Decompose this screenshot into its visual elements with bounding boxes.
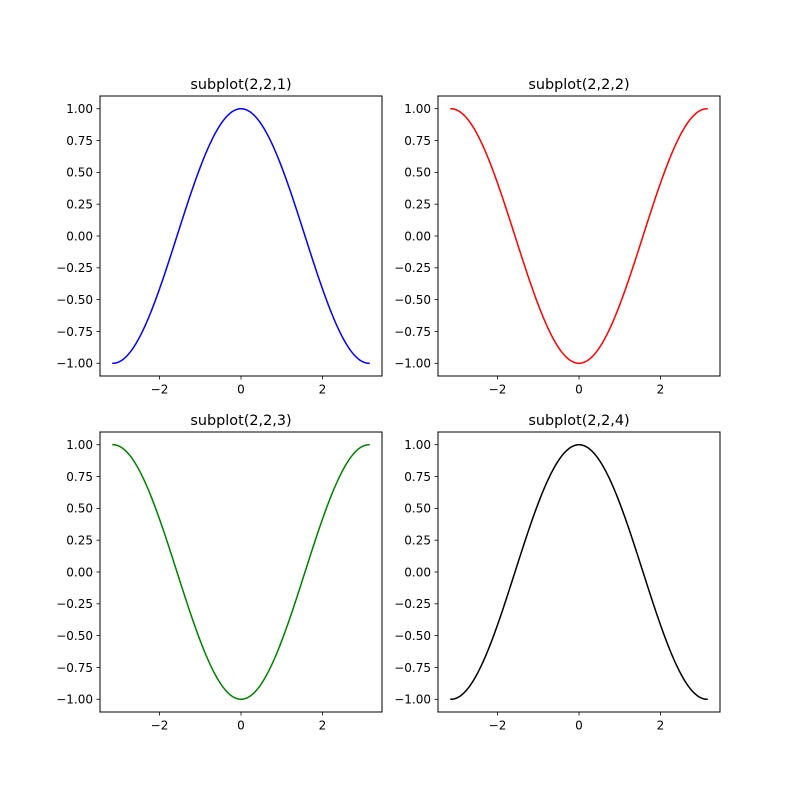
subplot-title: subplot(2,2,4) [528, 413, 629, 429]
y-tick-label: −0.25 [56, 261, 93, 275]
y-tick-label: −0.50 [394, 293, 431, 307]
y-tick-label: 0.50 [66, 166, 93, 180]
plot-area: −2 0 2 1.00 0.75 0.50 0.25 0.00 −0.25 −0.50 −0.75 −… [56, 95, 383, 397]
y-tick-label: 0.75 [404, 134, 431, 148]
plot-area: −2 0 2 1.00 0.75 0.50 0.25 0.00 −0.25 −0.50 −0.75 −… [394, 95, 721, 397]
y-tick-label: −0.50 [394, 629, 431, 643]
y-tick-label: 0.50 [404, 166, 431, 180]
y-tick-label: 0.50 [404, 502, 431, 516]
y-tick-label: 0.00 [66, 229, 93, 243]
x-tick-label: 0 [575, 383, 583, 397]
subplot-3: subplot(2,2,3) −2 0 21.000.750.500.250.00−… [56, 413, 383, 733]
subplot-title: subplot(2,2,1) [190, 77, 291, 93]
x-tick-label: 0 [237, 383, 245, 397]
y-tick-label: 1.00 [404, 102, 431, 116]
y-tick-label: 0.00 [404, 565, 431, 579]
y-tick-label: 1.00 [404, 438, 431, 452]
line-series [112, 107, 370, 365]
subplot-title: subplot(2,2,2) [528, 77, 629, 93]
x-tick-label: −2 [489, 719, 507, 733]
y-tick-label: −0.25 [56, 597, 93, 611]
subplot-1: subplot(2,2,1) −2 0 21.000.750.500.250.00−… [56, 77, 383, 397]
y-tick-label: 0.25 [66, 197, 93, 211]
y-tick-label: 0.50 [66, 502, 93, 516]
subplot-2: subplot(2,2,2) −2 0 21.000.750.500.250.00−… [394, 77, 721, 397]
y-tick-label: 0.75 [66, 470, 93, 484]
y-tick-label: −0.75 [394, 661, 431, 675]
x-tick-label: −2 [489, 383, 507, 397]
y-tick-label: 1.00 [66, 102, 93, 116]
y-tick-label: −1.00 [56, 357, 93, 371]
y-tick-label: 0.25 [404, 197, 431, 211]
x-tick-label: 2 [657, 719, 665, 733]
y-tick-label: −0.25 [394, 597, 431, 611]
line-series [450, 443, 708, 701]
y-tick-label: −0.75 [394, 325, 431, 339]
y-tick-label: −1.00 [394, 357, 431, 371]
plot-area: −2 0 2 1.00 0.75 0.50 0.25 0.00 −0.25 −0.50 −0.75 −… [56, 431, 383, 733]
x-tick-label: −2 [151, 383, 169, 397]
y-tick-label: 1.00 [66, 438, 93, 452]
y-tick-label: 0.00 [404, 229, 431, 243]
x-tick-label: 2 [657, 383, 665, 397]
line-series [450, 107, 708, 365]
x-tick-label: −2 [151, 719, 169, 733]
x-tick-label: 2 [319, 719, 327, 733]
subplot-title: subplot(2,2,3) [190, 413, 291, 429]
y-tick-label: −0.50 [56, 293, 93, 307]
y-tick-label: −0.50 [56, 629, 93, 643]
y-tick-label: 0.25 [66, 533, 93, 547]
x-tick-label: 0 [575, 719, 583, 733]
x-tick-label: 0 [237, 719, 245, 733]
y-tick-label: −0.75 [56, 661, 93, 675]
y-tick-label: −0.75 [56, 325, 93, 339]
y-tick-label: −1.00 [394, 693, 431, 707]
y-tick-label: −0.25 [394, 261, 431, 275]
line-series [112, 443, 370, 701]
y-tick-label: −1.00 [56, 693, 93, 707]
x-tick-label: 2 [319, 383, 327, 397]
y-tick-label: 0.75 [66, 134, 93, 148]
y-tick-label: 0.25 [404, 533, 431, 547]
y-tick-label: 0.00 [66, 565, 93, 579]
subplot-4: subplot(2,2,4) −2 0 21.000.750.500.250.00−… [394, 413, 721, 733]
plot-area: −2 0 2 1.00 0.75 0.50 0.25 0.00 −0.25 −0.50 −0.75 −… [394, 431, 721, 733]
y-tick-label: 0.75 [404, 470, 431, 484]
